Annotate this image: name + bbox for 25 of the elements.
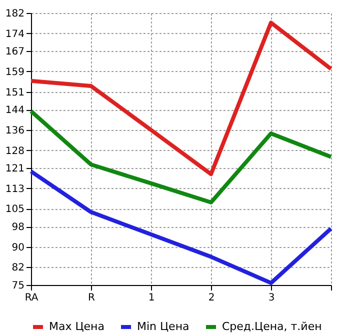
y-tick-label: 151 bbox=[5, 87, 24, 98]
x-tick-label: R bbox=[88, 292, 96, 304]
y-tick-label: 128 bbox=[5, 146, 24, 157]
line-series bbox=[29, 20, 333, 176]
legend-label: Min Цена bbox=[137, 320, 190, 333]
x-tick-label: 3 bbox=[268, 292, 275, 304]
y-tick-label: 105 bbox=[5, 204, 24, 216]
y-tick-label: 174 bbox=[5, 28, 24, 40]
x-tick-label: 1 bbox=[148, 292, 155, 304]
y-tick-label: 90 bbox=[12, 242, 24, 254]
y-tick-label: 182 bbox=[5, 8, 24, 20]
y-tick-label: 113 bbox=[5, 184, 24, 195]
y-tick-label: 82 bbox=[12, 262, 24, 274]
y-tick-label: 98 bbox=[12, 222, 24, 234]
y-tick-label: 121 bbox=[5, 164, 24, 175]
x-tick-label: RA bbox=[24, 292, 38, 304]
y-tick-label: 136 bbox=[5, 125, 24, 136]
x-tick-label: 2 bbox=[208, 292, 215, 304]
y-tick-label: 75 bbox=[12, 280, 24, 292]
y-tick-label: 144 bbox=[5, 105, 24, 116]
y-tick-label: 159 bbox=[5, 66, 24, 78]
legend-label: Max Цена bbox=[49, 320, 104, 333]
y-tick-label: 167 bbox=[5, 46, 24, 58]
line-series bbox=[29, 109, 333, 204]
legend-label: Сред.Цена, т.йен bbox=[222, 320, 322, 333]
